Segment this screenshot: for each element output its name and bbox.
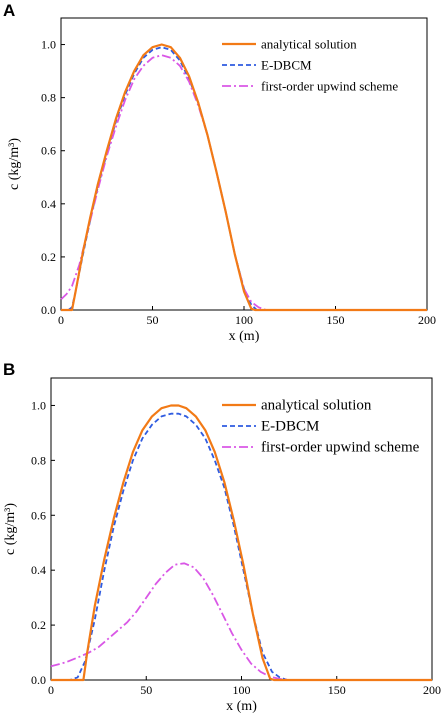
x-tick-label: 50 (140, 683, 152, 697)
y-tick-label: 1.0 (31, 398, 46, 412)
legend-label: first-order upwind scheme (261, 440, 420, 456)
legend: analytical solution E-DBCM first-order upw… (222, 37, 398, 94)
plot-frame (60, 17, 428, 311)
y-tick-label: 0.8 (41, 91, 56, 105)
y-axis-title: c (kg/m³) (3, 503, 18, 555)
series-line-first-order-upwind-scheme (50, 562, 432, 681)
x-tick-label: 100 (233, 683, 251, 697)
legend: analytical solution E-DBCM first-order upw… (222, 398, 420, 456)
x-axis-title: x (m) (226, 699, 257, 714)
y-tick-label: 0.2 (31, 618, 46, 632)
y-tick-label: 0.4 (31, 563, 46, 577)
legend-label: E-DBCM (261, 419, 319, 435)
series-line-e-dbcm (51, 412, 432, 681)
panel-a: A 0 50 100 150 200 0.0 0.2 0.4 0.6 0.8 1.0 x (m) c (… (3, 1, 436, 344)
panel-letter-b: B (3, 360, 15, 379)
legend-label: analytical solution (261, 37, 357, 52)
panel-b: B 0 50 100 150 200 0.0 0.2 0.4 0.6 0.8 1.0 x (m) c (… (3, 360, 441, 714)
y-tick-label: 0.0 (31, 673, 46, 687)
y-tick-label: 0.2 (41, 250, 56, 264)
series-line-analytical-solution (51, 404, 432, 682)
x-tick-label: 150 (327, 313, 345, 327)
x-tick-label: 100 (235, 313, 253, 327)
x-tick-label: 50 (147, 313, 159, 327)
x-tick-label: 0 (48, 683, 54, 697)
y-tick-label: 0.0 (41, 303, 56, 317)
x-tick-label: 0 (58, 313, 64, 327)
series-line-analytical-solution (61, 43, 427, 312)
legend-label: E-DBCM (261, 58, 312, 73)
legend-label: analytical solution (261, 398, 372, 414)
y-tick-label: 0.6 (41, 144, 56, 158)
y-axis-title: c (kg/m³) (7, 138, 22, 190)
y-tick-label: 0.6 (31, 508, 46, 522)
legend-label: first-order upwind scheme (261, 79, 398, 94)
plot-frame (50, 377, 433, 681)
x-tick-label: 200 (423, 683, 441, 697)
x-tick-label: 150 (328, 683, 346, 697)
y-tick-label: 0.4 (41, 197, 56, 211)
y-tick-label: 0.8 (31, 453, 46, 467)
y-tick-label: 1.0 (41, 38, 56, 52)
panel-letter-a: A (3, 1, 15, 20)
x-tick-label: 200 (418, 313, 436, 327)
x-axis-title: x (m) (229, 329, 260, 344)
